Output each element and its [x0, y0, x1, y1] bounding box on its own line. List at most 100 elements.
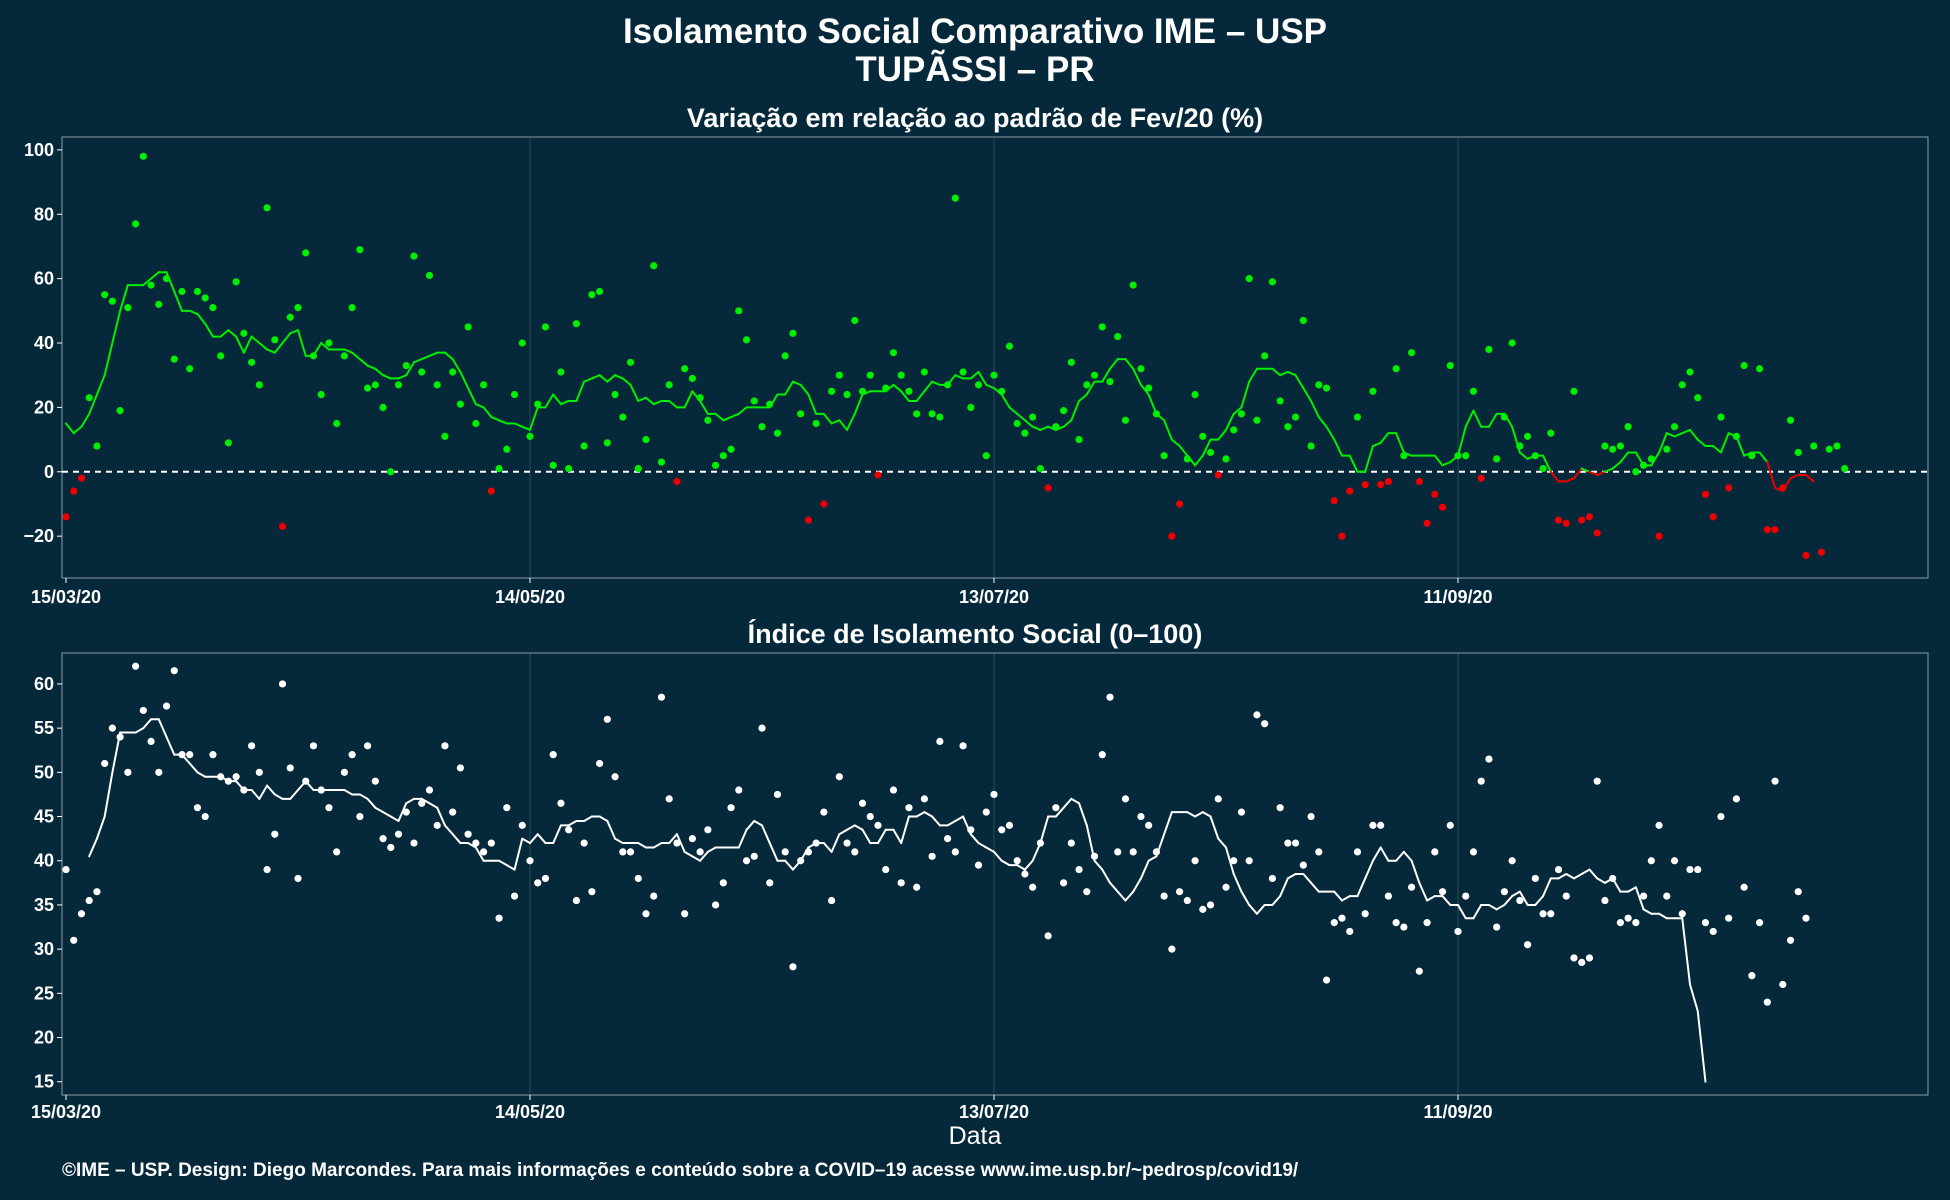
p1-data-point	[789, 329, 797, 337]
p1-data-point	[828, 387, 836, 395]
p1-data-point	[325, 339, 333, 347]
p2-data-point	[1462, 892, 1470, 900]
p1-data-point	[510, 390, 519, 399]
p2-data-point	[944, 835, 952, 843]
p2-data-point	[1524, 941, 1532, 949]
p2-data-point	[596, 759, 604, 768]
p1-avg-line-segment	[1217, 428, 1227, 441]
p2-avg-line-segment	[436, 806, 446, 827]
p1-data-point	[1129, 281, 1137, 289]
p2-avg-line-segment	[1689, 983, 1699, 1013]
p1-data-point	[1253, 416, 1261, 424]
p2-avg-line-segment	[513, 837, 524, 871]
p1-data-point	[1346, 487, 1354, 495]
p2-data-point	[1647, 857, 1655, 865]
p1-data-point	[750, 397, 758, 405]
p1-avg-line-segment	[853, 393, 864, 415]
p2-data-point	[1779, 980, 1787, 989]
p2-data-point	[974, 861, 983, 869]
p1-data-point	[1678, 381, 1686, 389]
p1-avg-line-segment	[467, 387, 477, 406]
p1-x-tick-label: 11/09/20	[1423, 587, 1492, 607]
p2-data-point	[356, 812, 364, 821]
p1-data-point	[619, 413, 627, 421]
p1-data-point	[1268, 278, 1276, 286]
p1-data-point	[1237, 410, 1246, 418]
p1-data-point	[1176, 500, 1184, 508]
p2-avg-line-segment	[637, 842, 647, 849]
p1-plot-frame	[61, 136, 1929, 579]
p2-avg-line-segment	[761, 824, 771, 845]
p1-data-point	[139, 152, 147, 160]
p1-data-point	[1005, 342, 1014, 350]
p2-data-point	[1098, 751, 1106, 759]
p1-data-point	[773, 429, 782, 437]
p1-data-point	[1214, 471, 1222, 479]
p2-data-point	[1322, 976, 1331, 984]
p1-avg-line-segment	[977, 370, 988, 386]
p2-data-point	[1075, 865, 1083, 874]
p2-data-point	[232, 773, 240, 781]
p1-avg-line-segment	[289, 329, 299, 335]
p2-data-point	[712, 901, 720, 909]
p1-avg-line-segment	[1665, 432, 1676, 438]
p1-avg-line-segment	[1619, 451, 1630, 464]
p1-data-point	[356, 246, 364, 254]
p1-data-point	[495, 464, 503, 473]
p1-avg-line-segment	[1155, 412, 1166, 422]
p1-data-point	[77, 474, 86, 482]
p1-avg-line-segment	[993, 387, 1003, 396]
p1-avg-line-segment	[1325, 425, 1336, 441]
p2-avg-line-segment	[521, 837, 531, 845]
p1-data-point	[920, 368, 929, 376]
p2-avg-line-segment	[567, 819, 578, 827]
p1-avg-line-segment	[374, 367, 385, 377]
p2-data-point	[186, 751, 194, 759]
p1-data-point	[108, 297, 116, 305]
p1-avg-line-segment	[1333, 438, 1343, 457]
p2-avg-line-segment	[397, 802, 408, 822]
panel2-title: Índice de Isolamento Social (0–100)	[747, 619, 1203, 649]
p1-data-point	[1060, 407, 1068, 415]
p2-data-point	[1585, 954, 1594, 962]
p2-avg-line-segment	[405, 797, 415, 805]
p1-data-point	[1392, 365, 1400, 373]
p1-data-point	[333, 419, 341, 428]
p1-avg-line-segment	[1047, 425, 1057, 431]
p1-data-point	[541, 323, 550, 331]
p2-data-point	[1423, 919, 1431, 927]
p2-data-point	[278, 680, 287, 688]
p2-data-point	[418, 799, 426, 807]
p1-avg-line-segment	[1379, 432, 1390, 444]
p1-avg-line-segment	[250, 335, 261, 345]
p1-avg-line-segment	[1696, 438, 1707, 448]
p1-avg-line-segment	[923, 380, 934, 393]
p2-avg-line-segment	[1062, 797, 1073, 809]
p1-avg-line-segment	[1673, 432, 1684, 438]
p1-data-point	[596, 287, 604, 296]
p1-avg-line-segment	[242, 335, 253, 354]
p2-data-point	[1129, 848, 1137, 856]
p1-y-tick-label: 80	[34, 204, 54, 224]
p2-data-point	[1121, 795, 1130, 803]
p1-data-point	[1191, 390, 1199, 399]
p1-data-point	[936, 413, 944, 421]
p2-avg-line-segment	[474, 846, 485, 862]
p1-y-tick-label: 100	[24, 140, 54, 160]
p2-data-point	[472, 839, 480, 847]
p2-data-point	[1183, 896, 1191, 905]
p2-data-point	[480, 848, 488, 856]
p2-avg-line-segment	[807, 842, 818, 849]
p2-avg-line-segment	[1503, 895, 1514, 906]
p1-data-point	[302, 249, 310, 257]
p1-avg-line-segment	[266, 348, 276, 354]
p1-avg-line-segment	[768, 393, 779, 409]
p2-data-point	[1570, 954, 1578, 962]
p1-avg-line-segment	[1348, 454, 1359, 473]
p1-avg-line-segment	[443, 351, 454, 361]
p1-data-point	[1369, 387, 1377, 395]
p1-data-point	[1554, 516, 1563, 524]
p1-data-point	[286, 313, 294, 321]
p2-y-tick-label: 30	[34, 939, 54, 959]
p1-data-point	[603, 439, 611, 447]
